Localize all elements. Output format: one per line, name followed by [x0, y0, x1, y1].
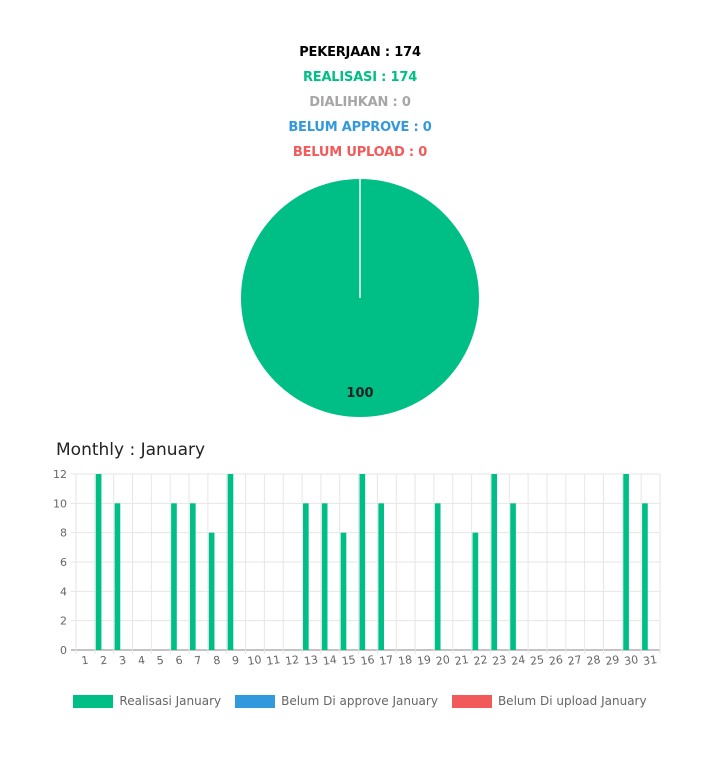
x-tick-label: 27 — [567, 653, 583, 668]
x-tick-label: 16 — [360, 653, 376, 668]
x-tick-label: 30 — [623, 653, 639, 668]
x-tick-label: 19 — [416, 653, 432, 668]
y-tick-label: 12 — [53, 468, 67, 481]
x-tick-label: 21 — [454, 653, 470, 668]
bar-realisasi-january-31[interactable] — [642, 503, 648, 650]
dialihkan-total: DIALIHKAN : 0 — [309, 95, 411, 110]
x-tick-label: 29 — [605, 653, 621, 668]
legend-item-belum-approve[interactable]: Belum Di approve January — [235, 694, 438, 708]
bar-realisasi-january-9[interactable] — [227, 474, 234, 650]
bar-realisasi-january-22[interactable] — [472, 532, 479, 650]
y-tick-label: 4 — [60, 585, 67, 598]
bar-realisasi-january-2[interactable] — [95, 474, 102, 650]
y-tick-label: 8 — [60, 527, 67, 540]
legend-label-belum-approve: Belum Di approve January — [281, 694, 438, 708]
bar-realisasi-january-17[interactable] — [378, 503, 385, 650]
x-tick-label: 8 — [212, 654, 221, 668]
x-tick-label: 14 — [322, 653, 338, 668]
monthly-title: Monthly : January — [56, 440, 206, 460]
x-tick-label: 6 — [175, 654, 184, 668]
belum-approve-total: BELUM APPROVE : 0 — [288, 120, 432, 135]
x-tick-label: 11 — [265, 653, 281, 668]
x-tick-label: 20 — [435, 653, 451, 668]
x-tick-label: 15 — [341, 653, 357, 668]
x-tick-label: 1 — [81, 654, 90, 668]
x-tick-label: 10 — [247, 653, 263, 668]
x-tick-label: 5 — [156, 654, 165, 668]
bar-realisasi-january-7[interactable] — [189, 503, 196, 650]
x-tick-label: 9 — [231, 654, 240, 668]
x-tick-label: 4 — [137, 654, 146, 668]
x-tick-label: 28 — [586, 653, 602, 668]
bar-realisasi-january-20[interactable] — [434, 503, 441, 650]
legend-swatch-belum-approve — [235, 694, 276, 708]
realisasi-total: REALISASI : 174 — [302, 70, 418, 85]
pie-slice-label: 100 — [346, 386, 373, 401]
bar-realisasi-january-6[interactable] — [171, 503, 177, 650]
bar-realisasi-january-8[interactable] — [208, 532, 215, 650]
bar-realisasi-january-13[interactable] — [303, 503, 309, 650]
y-tick-label: 2 — [60, 615, 67, 628]
x-tick-label: 25 — [529, 653, 545, 668]
x-tick-label: 22 — [473, 653, 489, 668]
x-tick-label: 17 — [379, 653, 395, 668]
summary-stats: PEKERJAAN : 174 REALISASI : 174 DIALIHKA… — [0, 40, 720, 165]
y-tick-label: 0 — [60, 644, 67, 657]
x-tick-label: 31 — [642, 653, 658, 668]
legend-label-belum-upload: Belum Di upload January — [497, 694, 647, 708]
pie-chart[interactable]: 100 — [240, 178, 480, 418]
x-tick-label: 2 — [99, 654, 108, 668]
legend-swatch-realisasi — [73, 694, 114, 708]
x-tick-label: 23 — [492, 653, 508, 668]
legend-swatch-belum-upload — [451, 694, 492, 708]
belum-upload-total: BELUM UPLOAD : 0 — [292, 145, 428, 160]
x-tick-label: 3 — [118, 654, 127, 668]
pekerjaan-total: PEKERJAAN : 174 — [299, 45, 421, 60]
bar-realisasi-january-3[interactable] — [114, 503, 121, 650]
x-tick-label: 13 — [303, 653, 319, 668]
bar-realisasi-january-14[interactable] — [321, 503, 328, 650]
legend-item-belum-upload[interactable]: Belum Di upload January — [451, 694, 647, 708]
bar-realisasi-january-30[interactable] — [623, 474, 629, 650]
bar-realisasi-january-24[interactable] — [510, 503, 516, 650]
bar-realisasi-january-23[interactable] — [491, 474, 498, 650]
bar-realisasi-january-16[interactable] — [359, 474, 366, 650]
y-tick-label: 10 — [53, 497, 67, 510]
x-tick-label: 26 — [548, 653, 564, 668]
x-tick-label: 7 — [194, 654, 203, 668]
legend-label-realisasi: Realisasi January — [119, 694, 222, 708]
x-tick-label: 18 — [397, 653, 413, 668]
bar-chart-legend: Realisasi January Belum Di approve Janua… — [0, 694, 720, 708]
x-tick-label: 24 — [510, 653, 526, 668]
y-tick-label: 6 — [60, 556, 67, 569]
bar-realisasi-january-15[interactable] — [340, 532, 347, 650]
legend-item-realisasi[interactable]: Realisasi January — [73, 694, 221, 708]
x-tick-label: 12 — [284, 653, 300, 668]
